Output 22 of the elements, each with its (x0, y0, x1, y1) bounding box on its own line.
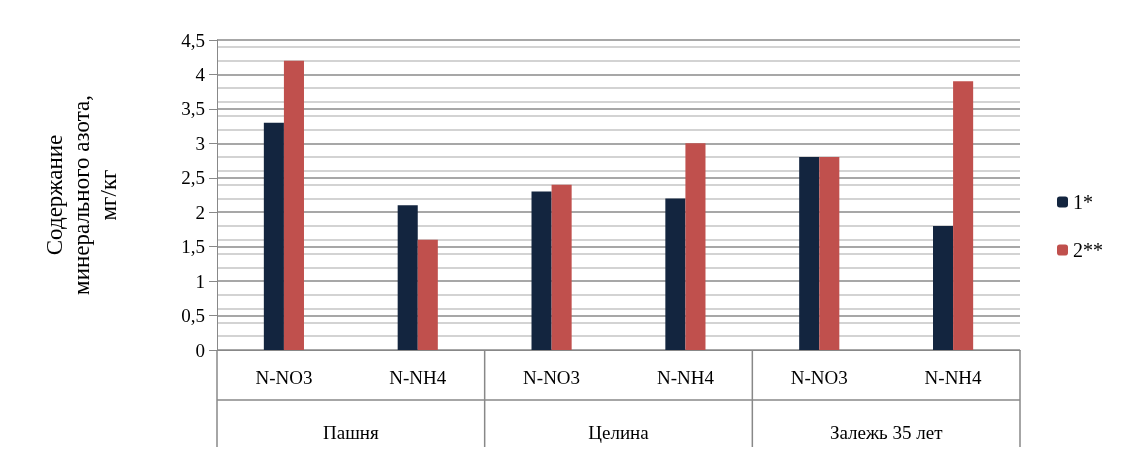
x-tick-label: N-NH4 (389, 367, 447, 388)
y-tick-label: 3,5 (181, 98, 205, 120)
x-tick-label: N-NO3 (255, 367, 313, 388)
y-tick-label: 1 (195, 270, 205, 292)
x-tick-label: N-NH4 (656, 367, 715, 388)
legend-label: 2** (1073, 239, 1103, 261)
y-tick-label: 3 (195, 132, 205, 154)
text: Залежь 35 лет (829, 421, 944, 443)
y-tick-label: 0,5 (181, 305, 205, 327)
y-tick-label: 2 (195, 201, 205, 223)
text: Целина (588, 421, 650, 443)
x-tick-label: N-NO3 (523, 367, 581, 388)
y-tick-label: 2,5 (181, 167, 205, 189)
y-tick-label: 1,5 (181, 236, 205, 258)
y-tick-label: 4 (195, 63, 206, 85)
y-tick-label: 4,5 (181, 29, 205, 51)
y-tick-label: 0 (195, 339, 205, 361)
text: Пашня (322, 421, 379, 443)
legend-label: 1* (1073, 191, 1093, 213)
x-tick-label: N-NO3 (790, 367, 848, 388)
y-axis-title: Содержание минерального азота, мг/кг (42, 95, 121, 295)
x-tick-label: N-NH4 (924, 367, 983, 388)
